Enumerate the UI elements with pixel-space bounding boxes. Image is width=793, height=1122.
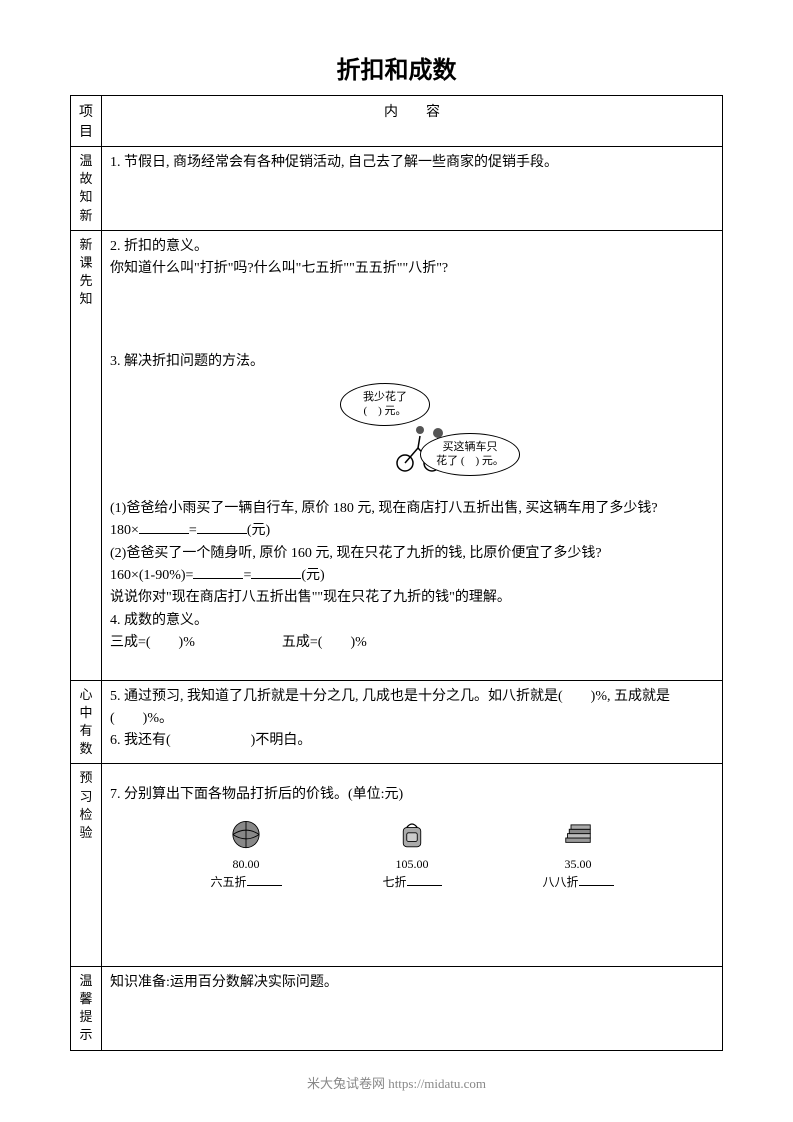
tip-text: 知识准备:运用百分数解决实际问题。 (110, 972, 714, 994)
q3-title: 3. 解决折扣问题的方法。 (110, 351, 714, 373)
q5-text: 5. 通过预习, 我知道了几折就是十分之几, 几成也是十分之几。如八折就是( )… (110, 686, 714, 731)
section2-content: 2. 折扣的意义。 你知道什么叫"打折"吗?什么叫"七五折""五五折""八折"?… (102, 230, 723, 680)
section2-label: 新课先知 (71, 230, 102, 680)
item-backpack: 105.00 七折 (382, 817, 441, 891)
item-price: 105.00 (395, 855, 428, 873)
q3-2-calc: 160×(1-90%)==(元) (110, 565, 714, 587)
item-books: 35.00 八八折 (542, 817, 613, 891)
section1-content: 1. 节假日, 商场经常会有各种促销活动, 自己去了解一些商家的促销手段。 (102, 147, 723, 231)
items-row: 80.00 六五折 105.00 七折 (160, 817, 664, 891)
basketball-icon (226, 817, 266, 852)
page-title: 折扣和成数 (70, 50, 723, 85)
backpack-icon (392, 817, 432, 852)
item-discount: 八八折 (542, 873, 613, 891)
worksheet-table: 项目 内 容 温故知新 1. 节假日, 商场经常会有各种促销活动, 自己去了解一… (70, 95, 723, 1051)
section4-label: 预习检验 (71, 764, 102, 966)
item-price: 35.00 (564, 855, 591, 873)
q3-explain: 说说你对"现在商店打八五折出售""现在只花了九折的钱"的理解。 (110, 587, 714, 609)
item-discount: 六五折 (210, 873, 281, 891)
header-col2: 内 容 (102, 96, 723, 147)
q3-1-text: (1)爸爸给小雨买了一辆自行车, 原价 180 元, 现在商店打八五折出售, 买… (110, 498, 714, 520)
item-discount: 七折 (382, 873, 441, 891)
section3-label: 心中有数 (71, 680, 102, 764)
q4-line: 三成=( )% 五成=( )% (110, 632, 714, 654)
books-icon (558, 817, 598, 852)
section5-content: 知识准备:运用百分数解决实际问题。 (102, 966, 723, 1050)
header-col1: 项目 (71, 96, 102, 147)
q3-2-text: (2)爸爸买了一个随身听, 原价 160 元, 现在只花了九折的钱, 比原价便宜… (110, 543, 714, 565)
q6-text: 6. 我还有()不明白。 (110, 730, 714, 752)
speech-bubble-2: 买这辆车只 花了 ( ) 元。 (420, 433, 520, 476)
illustration: 我少花了 ( ) 元。 买这辆车只 花了 ( ) 元。 (110, 383, 714, 483)
item-price: 80.00 (232, 855, 259, 873)
q1-text: 1. 节假日, 商场经常会有各种促销活动, 自己去了解一些商家的促销手段。 (110, 152, 714, 174)
section4-content: 7. 分别算出下面各物品打折后的价钱。(单位:元) 80.00 六五折 (102, 764, 723, 966)
section5-label: 温馨提示 (71, 966, 102, 1050)
q3-1-calc: 180×=(元) (110, 520, 714, 542)
q7-text: 7. 分别算出下面各物品打折后的价钱。(单位:元) (110, 784, 714, 806)
q4-title: 4. 成数的意义。 (110, 610, 714, 632)
section1-label: 温故知新 (71, 147, 102, 231)
footer-text: 米大兔试卷网 https://midatu.com (0, 1073, 793, 1092)
q2-title: 2. 折扣的意义。 (110, 236, 714, 258)
section3-content: 5. 通过预习, 我知道了几折就是十分之几, 几成也是十分之几。如八折就是( )… (102, 680, 723, 764)
q2-text: 你知道什么叫"打折"吗?什么叫"七五折""五五折""八折"? (110, 258, 714, 280)
item-basketball: 80.00 六五折 (210, 817, 281, 891)
